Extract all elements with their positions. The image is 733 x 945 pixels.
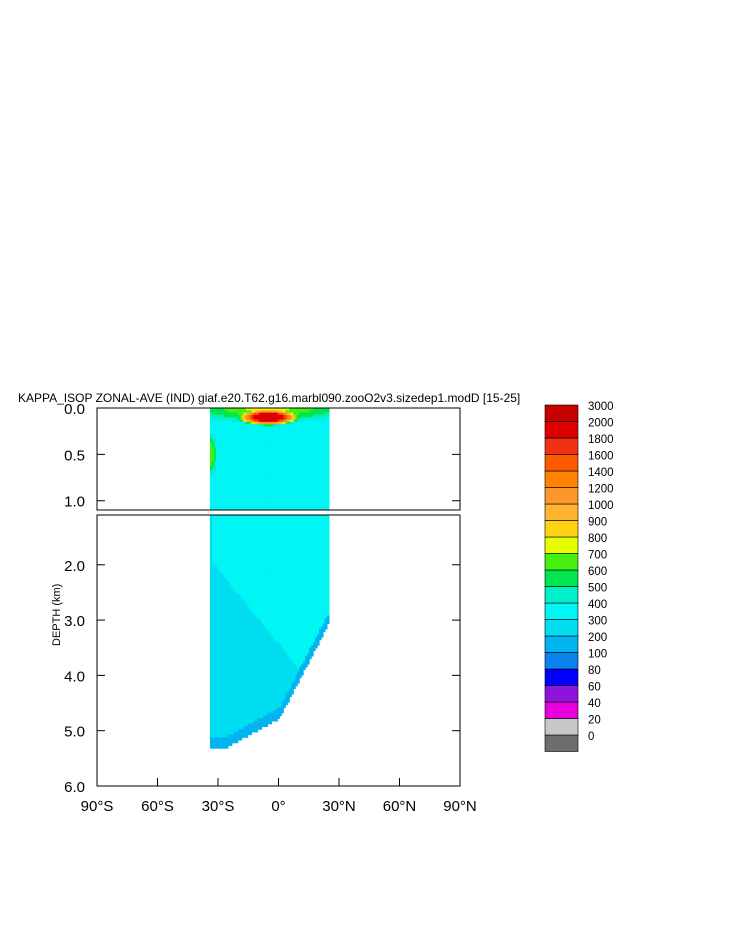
colorbar-label: 400	[588, 599, 607, 611]
colorbar-swatch	[544, 586, 579, 604]
upper-panel: 0.0 0.5 1.0	[64, 401, 461, 511]
colorbar-swatch	[544, 602, 579, 620]
colorbar-label: 1600	[588, 451, 614, 463]
colorbar-label: 100	[588, 649, 607, 661]
chart-title: KAPPA_ISOP ZONAL-AVE (IND) giaf.e20.T62.…	[18, 391, 520, 405]
colorbar-swatch	[544, 487, 579, 505]
x-tick-label: 90°S	[81, 798, 114, 815]
colorbar-swatch	[544, 454, 579, 472]
colorbar-swatch	[544, 652, 579, 670]
lower-panel-y-tick-label: 6.0	[64, 779, 85, 796]
colorbar-swatch	[544, 569, 579, 587]
colorbar-label: 200	[588, 632, 607, 644]
colorbar-label: 1400	[588, 467, 614, 479]
colorbar-label: 3000	[588, 401, 614, 413]
colorbar-swatch	[544, 536, 579, 554]
y-axis-label: DEPTH (km)	[51, 584, 63, 646]
colorbar-label: 1200	[588, 484, 614, 496]
x-tick-label: 60°S	[141, 798, 174, 815]
colorbar: 0 20 40 60 80 100 200 300 400 500 600 700 800 900 1000…	[544, 401, 614, 752]
upper-panel-field	[209, 408, 330, 510]
lower-panel-field	[209, 515, 330, 749]
lower-panel-y-tick-label: 5.0	[64, 724, 85, 741]
lower-panel: 2.0 3.0 4.0 5.0 6.0	[64, 514, 461, 796]
colorbar-label: 80	[588, 665, 601, 677]
x-tick-label: 30°S	[202, 798, 235, 815]
colorbar-swatch	[544, 635, 579, 653]
colorbar-swatch	[544, 734, 579, 752]
colorbar-label: 2000	[588, 418, 614, 430]
lower-panel-y-tick-label: 3.0	[64, 613, 85, 630]
colorbar-swatch	[544, 668, 579, 686]
x-tick-label: 0°	[271, 798, 285, 815]
colorbar-label: 800	[588, 533, 607, 545]
colorbar-label: 600	[588, 566, 607, 578]
colorbar-swatch	[544, 437, 579, 455]
lower-panel-y-tick-label: 4.0	[64, 668, 85, 685]
colorbar-swatch	[544, 685, 579, 703]
colorbar-swatch	[544, 503, 579, 521]
colorbar-swatch	[544, 421, 579, 439]
colorbar-swatch	[544, 470, 579, 488]
colorbar-label: 900	[588, 517, 607, 529]
colorbar-label: 20	[588, 715, 601, 727]
colorbar-label: 700	[588, 550, 607, 562]
upper-panel-y-tick-label: 1.0	[64, 494, 85, 511]
colorbar-swatch	[544, 404, 579, 422]
upper-panel-y-tick-label: 0.5	[64, 447, 85, 464]
colorbar-swatch	[544, 619, 579, 637]
colorbar-swatch	[544, 718, 579, 736]
colorbar-label: 0	[588, 731, 594, 743]
x-tick-label: 90°N	[443, 798, 477, 815]
colorbar-label: 300	[588, 616, 607, 628]
colorbar-swatch	[544, 553, 579, 571]
colorbar-label: 1000	[588, 500, 614, 512]
colorbar-label: 40	[588, 698, 601, 710]
upper-panel-y-tick-label: 0.0	[64, 401, 85, 418]
colorbar-swatch	[544, 701, 579, 719]
colorbar-label: 60	[588, 682, 601, 694]
lower-panel-y-tick-label: 2.0	[64, 558, 85, 575]
colorbar-label: 500	[588, 583, 607, 595]
x-tick-label: 30°N	[322, 798, 356, 815]
colorbar-label: 1800	[588, 434, 614, 446]
x-tick-label: 60°N	[383, 798, 417, 815]
colorbar-swatch	[544, 520, 579, 538]
upper-panel-frame	[96, 407, 461, 511]
